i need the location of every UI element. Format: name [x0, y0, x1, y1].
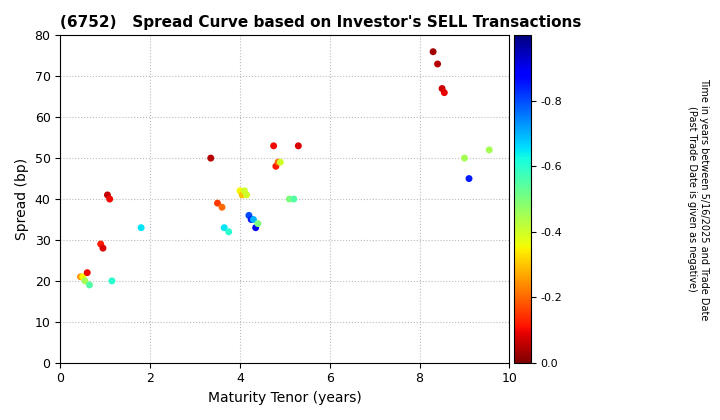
Point	[238, 187, 250, 194]
Point	[250, 224, 261, 231]
Point	[81, 269, 93, 276]
Point	[243, 212, 255, 219]
Point	[77, 273, 89, 280]
Point	[438, 89, 450, 96]
Y-axis label: Time in years between 5/16/2025 and Trade Date
(Past Trade Date is given as nega: Time in years between 5/16/2025 and Trad…	[687, 78, 708, 320]
Point	[436, 85, 448, 92]
Point	[218, 224, 230, 231]
Point	[463, 175, 474, 182]
Point	[75, 273, 86, 280]
Point	[274, 159, 286, 165]
Point	[223, 228, 235, 235]
Point	[102, 192, 113, 198]
Point	[234, 187, 246, 194]
Point	[97, 245, 109, 252]
Point	[284, 196, 295, 202]
Point	[241, 192, 253, 198]
Y-axis label: Spread (bp): Spread (bp)	[15, 158, 29, 240]
Point	[292, 142, 304, 149]
Point	[95, 241, 107, 247]
X-axis label: Maturity Tenor (years): Maturity Tenor (years)	[208, 391, 361, 405]
Point	[248, 216, 259, 223]
Point	[268, 142, 279, 149]
Point	[270, 163, 282, 170]
Point	[459, 155, 470, 161]
Point	[288, 196, 300, 202]
Point	[106, 278, 117, 284]
Point	[135, 224, 147, 231]
Point	[483, 147, 495, 153]
Point	[79, 278, 91, 284]
Point	[272, 159, 284, 165]
Point	[252, 220, 264, 227]
Point	[432, 60, 444, 67]
Point	[205, 155, 217, 161]
Point	[104, 196, 115, 202]
Point	[84, 281, 95, 288]
Point	[246, 216, 257, 223]
Point	[216, 204, 228, 210]
Text: (6752)   Spread Curve based on Investor's SELL Transactions: (6752) Spread Curve based on Investor's …	[60, 15, 582, 30]
Point	[212, 200, 223, 207]
Point	[428, 48, 439, 55]
Point	[236, 192, 248, 198]
